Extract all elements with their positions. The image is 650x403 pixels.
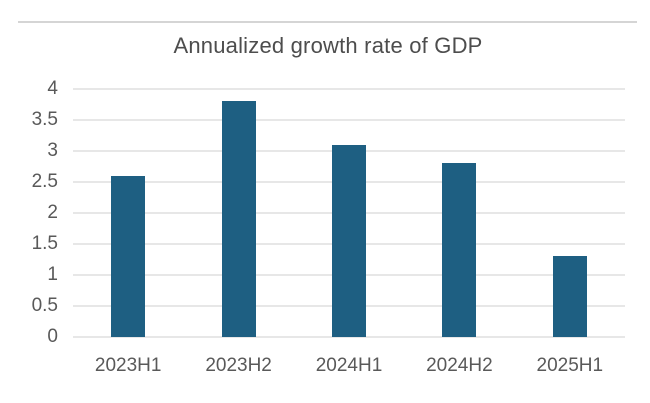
y-axis-tick-label: 3 (47, 140, 58, 161)
y-axis-tick-label: 4 (47, 78, 58, 99)
x-axis-category-label: 2024H2 (426, 355, 493, 376)
bar-2023H1 (111, 175, 146, 337)
gridline-y-4 (73, 88, 625, 90)
bar-2025H1 (552, 256, 587, 337)
x-axis-category-label: 2025H1 (536, 355, 604, 376)
y-axis-tick-label: 0 (47, 326, 58, 347)
y-axis-tick-label: 2 (47, 202, 58, 223)
bar-2024H1 (332, 144, 366, 337)
x-axis-category-label: 2023H2 (205, 355, 272, 376)
x-axis-category-label: 2024H1 (315, 355, 383, 376)
y-axis-tick-label: 0.5 (31, 295, 58, 316)
y-axis-tick-label: 3.5 (31, 109, 58, 130)
x-axis-category-label: 2023H1 (94, 355, 162, 376)
bar-2024H2 (442, 163, 477, 337)
chart-title: Annualized growth rate of GDP (173, 33, 483, 58)
bar-2023H2 (221, 101, 256, 337)
y-axis-tick-label: 1.5 (31, 233, 58, 254)
gridline-y-3.5 (73, 119, 625, 121)
top-divider-line (18, 21, 637, 23)
y-axis-tick-label: 1 (47, 264, 58, 285)
gridline-y-0 (73, 336, 625, 338)
y-axis-tick-label: 2.5 (31, 171, 58, 192)
